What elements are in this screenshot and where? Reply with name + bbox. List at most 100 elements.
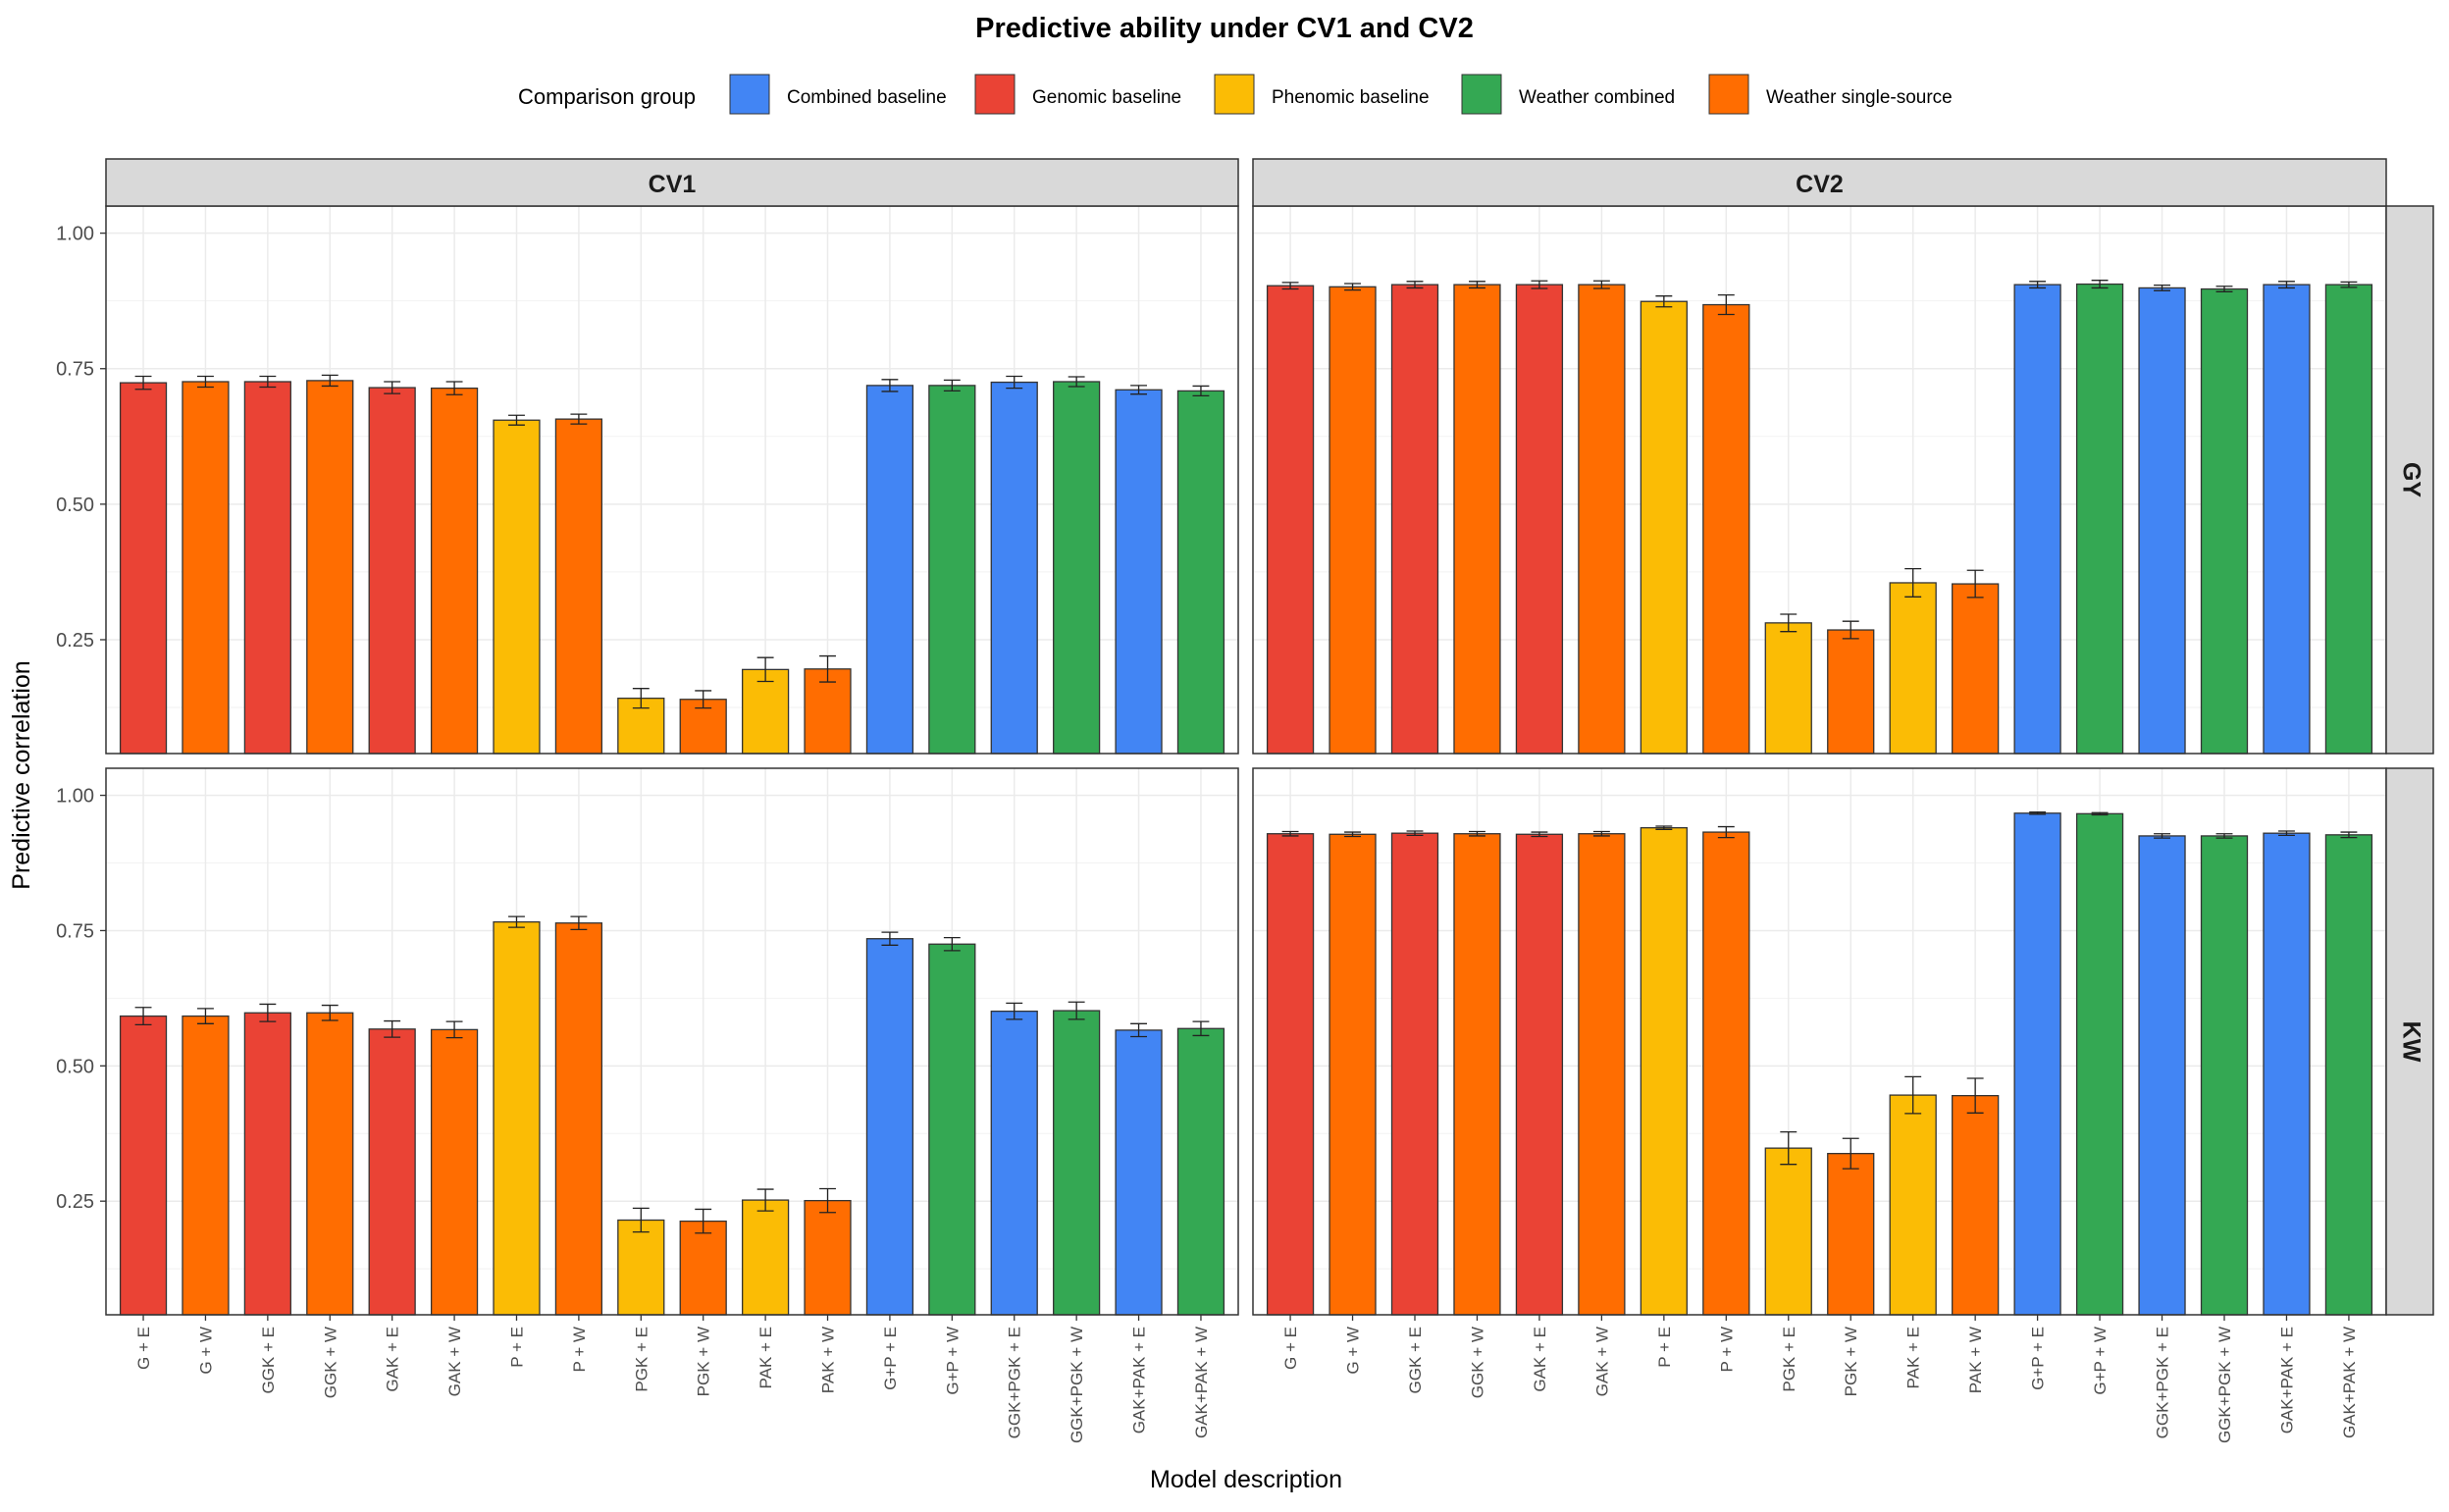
bar-PAK + W <box>804 1199 852 1316</box>
bar-GGK+PGK + E <box>990 1010 1038 1316</box>
legend-label-1: Genomic baseline <box>1032 87 1181 108</box>
legend-key-2 <box>1214 74 1255 115</box>
error-bar-GAK+PAK + W <box>2340 831 2358 839</box>
x-tick-label-P + E: P + E <box>1655 1327 1674 1368</box>
error-bar-GAK+PAK + W <box>2340 281 2358 288</box>
bar-G + E <box>1266 285 1315 755</box>
error-bar-G + W <box>1344 283 1361 291</box>
error-bar-PAK + W <box>819 654 836 683</box>
bar-GAK + E <box>1515 284 1564 755</box>
strip-row-label-GY: GY <box>2397 462 2424 497</box>
x-tick-label-GGK + E: GGK + E <box>259 1327 278 1394</box>
y-tick-label: 1.00 <box>56 224 94 245</box>
error-bar-PGK + E <box>1780 1130 1798 1166</box>
x-tick-label-G+P + W: G+P + W <box>2091 1327 2110 1395</box>
x-tick-label-G + W: G + W <box>196 1327 215 1375</box>
bar-GAK+PAK + W <box>1176 390 1225 755</box>
panel-border <box>105 767 1239 1316</box>
x-axis-title: Model description <box>1150 1466 1342 1493</box>
error-bar-GGK + E <box>1406 830 1424 837</box>
error-bar-GGK+PGK + W <box>1068 376 1085 388</box>
legend-key-0 <box>729 74 770 115</box>
x-tick-label-PGK + E: PGK + E <box>632 1327 651 1392</box>
x-tick-label-GAK+PAK + E: GAK+PAK + E <box>1130 1327 1149 1434</box>
bar-PAK + E <box>741 1199 790 1316</box>
error-bar-G+P + W <box>2091 811 2109 816</box>
bar-GGK + E <box>1390 284 1439 755</box>
y-tick-label: 1.00 <box>56 786 94 808</box>
bar-PGK + W <box>679 1220 727 1316</box>
y-tick-label: 0.50 <box>56 495 94 516</box>
y-tick-label: 0.75 <box>56 359 94 381</box>
x-tick-label-PGK + W: PGK + W <box>1842 1327 1860 1396</box>
bar-PAK + E <box>741 668 790 755</box>
x-tick-label-P + W: P + W <box>570 1327 589 1372</box>
error-bar-P + E <box>508 414 525 426</box>
error-bar-G + E <box>134 1007 152 1026</box>
bar-GGK + W <box>1453 833 1501 1316</box>
error-bar-GGK+PGK + E <box>1006 1002 1023 1020</box>
bar-P + E <box>493 419 541 755</box>
bar-GGK + W <box>306 1012 354 1316</box>
x-tick-label-GGK + E: GGK + E <box>1406 1327 1425 1394</box>
chart-title: Predictive ability under CV1 and CV2 <box>975 13 1474 44</box>
error-bar-GGK + W <box>1469 830 1485 837</box>
error-bar-GAK+PAK + E <box>1130 385 1147 395</box>
x-tick-label-PAK + W: PAK + W <box>819 1327 838 1393</box>
error-bar-G+P + E <box>881 379 899 392</box>
error-bar-GAK + W <box>445 381 463 395</box>
legend: Comparison group Combined baseline Genomic… <box>518 74 1953 115</box>
bar-G + W <box>1329 286 1377 755</box>
bar-GGK + E <box>1390 832 1439 1316</box>
error-bar-GAK + E <box>1531 280 1548 289</box>
bar-G+P + E <box>2013 284 2061 755</box>
bar-GGK + W <box>1453 284 1501 755</box>
bar-GAK+PAK + E <box>1115 389 1163 755</box>
bar-GAK+PAK + E <box>2263 284 2311 755</box>
x-tick-label-GGK+PGK + E: GGK+PGK + E <box>1006 1327 1024 1438</box>
error-bar-GAK+PAK + E <box>2278 830 2295 837</box>
x-tick-label-PGK + E: PGK + E <box>1780 1327 1798 1392</box>
bar-GGK+PGK + W <box>2200 835 2249 1316</box>
error-bar-P + W <box>570 915 588 930</box>
bar-GGK+PGK + E <box>2138 835 2186 1316</box>
error-bar-GGK+PGK + E <box>2154 833 2170 839</box>
error-bar-GGK+PGK + W <box>1068 1001 1085 1020</box>
bar-G + W <box>1329 833 1377 1316</box>
x-tick-label-GGK+PGK + W: GGK+PGK + W <box>1068 1327 1086 1443</box>
error-bar-GGK+PGK + E <box>2154 285 2170 291</box>
error-bar-GGK + W <box>321 1004 339 1021</box>
x-tick-label-GGK + W: GGK + W <box>321 1327 339 1398</box>
error-bar-P + E <box>1655 295 1673 308</box>
bar-G+P + E <box>2013 812 2061 1316</box>
error-bar-PGK + E <box>632 1207 650 1233</box>
bar-GAK + W <box>1578 284 1626 755</box>
x-tick-label-G+P + E: G+P + E <box>2029 1327 2048 1390</box>
bar-G+P + W <box>928 943 976 1316</box>
panel-CV1-GY <box>105 205 1239 755</box>
error-bar-GAK + W <box>1592 830 1610 837</box>
error-bar-PGK + W <box>1842 620 1859 640</box>
error-bar-PGK + W <box>695 1208 712 1234</box>
legend-label-4: Weather single-source <box>1766 87 1953 108</box>
facet-strips: CV1 CV2 GY KW <box>105 158 2434 1316</box>
bar-PGK + W <box>1827 1153 1875 1316</box>
bar-G+P + W <box>2075 812 2124 1316</box>
strip-col-CV1 <box>105 158 1239 207</box>
x-tick-label-G + E: G + E <box>1281 1327 1300 1370</box>
panel-background <box>106 206 1238 754</box>
error-bar-G+P + W <box>943 936 961 952</box>
bar-GAK+PAK + E <box>1115 1029 1163 1316</box>
x-tick-label-P + W: P + W <box>1717 1327 1736 1372</box>
strip-col-label-CV1: CV1 <box>649 171 697 198</box>
error-bar-GGK + W <box>1469 281 1485 289</box>
bar-G+P + W <box>2075 283 2124 755</box>
x-tick-label-GAK+PAK + W: GAK+PAK + W <box>1192 1327 1211 1438</box>
axes: 0.25 0.50 0.75 1.00 0.25 0.50 0.75 1.00 G + E G +… <box>56 224 2359 1443</box>
error-bar-GAK + E <box>384 1019 401 1038</box>
x-tick-label-P + E: P + E <box>507 1327 526 1368</box>
bar-GAK + E <box>368 387 416 755</box>
legend-key-4 <box>1708 74 1749 115</box>
bar-PAK + E <box>1889 1094 1937 1316</box>
error-bar-PGK + E <box>1780 613 1798 633</box>
